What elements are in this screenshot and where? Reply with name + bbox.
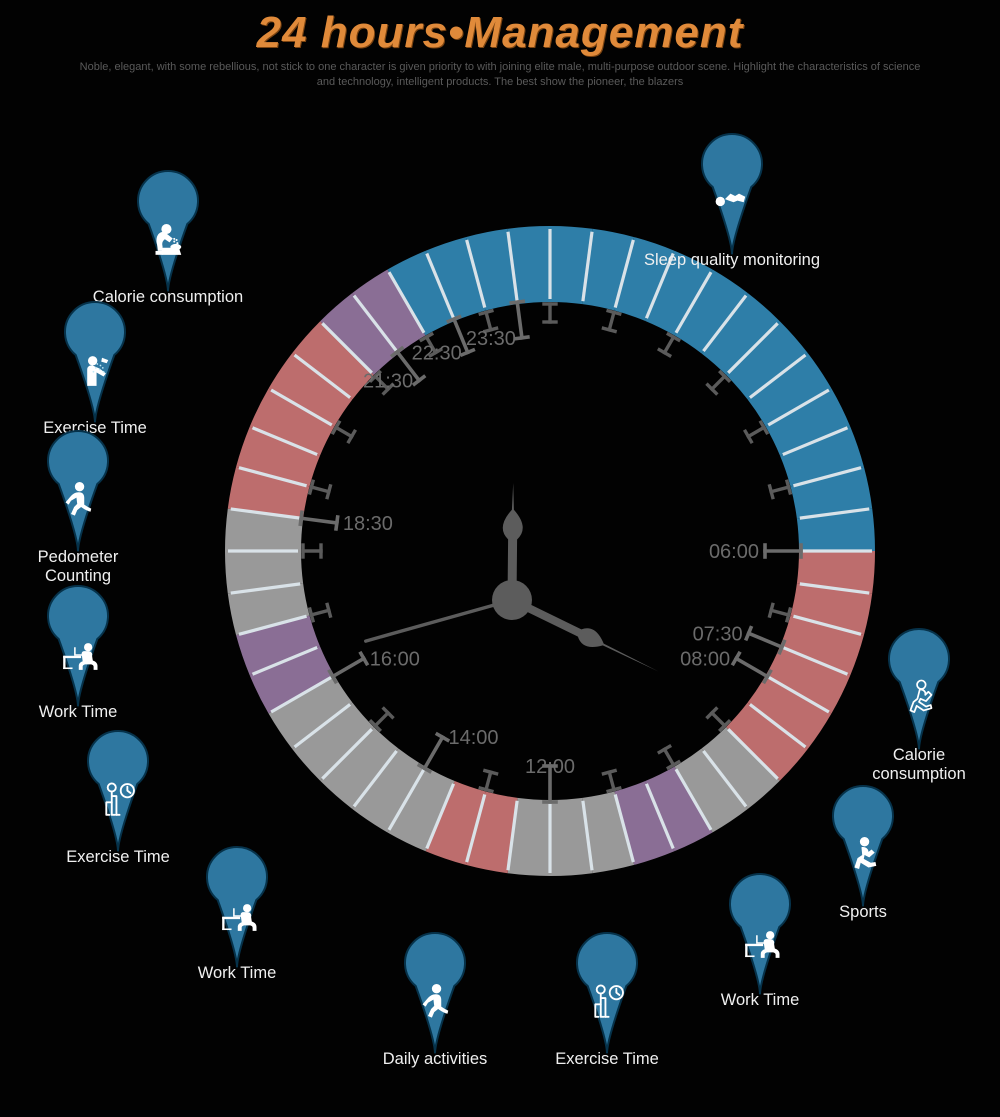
svg-text:08:00: 08:00 <box>680 649 730 671</box>
svg-text:Counting: Counting <box>45 567 111 585</box>
svg-text:consumption: consumption <box>872 765 966 783</box>
svg-text:Work Time: Work Time <box>721 991 800 1009</box>
svg-text:Exercise Time: Exercise Time <box>43 419 147 437</box>
svg-text:Calorie consumption: Calorie consumption <box>93 288 243 306</box>
svg-text:Exercise Time: Exercise Time <box>555 1050 659 1068</box>
svg-text:Exercise Time: Exercise Time <box>66 848 170 866</box>
svg-text:Calorie: Calorie <box>893 746 945 764</box>
svg-text:Daily activities: Daily activities <box>383 1050 488 1068</box>
svg-text:Pedometer: Pedometer <box>38 548 119 566</box>
svg-text:06:00: 06:00 <box>709 541 759 563</box>
svg-text:12:00: 12:00 <box>525 756 575 778</box>
svg-text:21:30: 21:30 <box>363 370 413 392</box>
svg-text:14:00: 14:00 <box>449 727 499 749</box>
svg-text:07:30: 07:30 <box>693 623 743 645</box>
svg-text:23:30: 23:30 <box>466 328 516 350</box>
svg-text:Work Time: Work Time <box>198 964 277 982</box>
svg-text:Work Time: Work Time <box>39 703 118 721</box>
svg-text:22:30: 22:30 <box>412 342 462 364</box>
svg-text:Sleep quality monitoring: Sleep quality monitoring <box>644 251 820 269</box>
svg-text:Sports: Sports <box>839 903 887 921</box>
svg-text:18:30: 18:30 <box>343 513 393 535</box>
svg-text:16:00: 16:00 <box>370 649 420 671</box>
